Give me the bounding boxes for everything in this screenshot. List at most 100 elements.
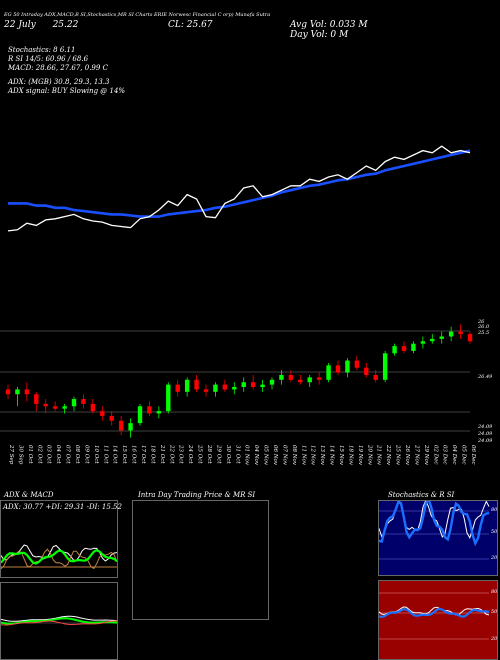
adx-text: ADX: (MGB) 30.8, 29.3, 13.3 [8,78,110,86]
stoch-panel-title: Stochastics & R SI [388,491,455,499]
x-date-label: 14 Oct [112,445,118,464]
candles [5,324,473,438]
x-date-label: 21 Oct [159,444,165,464]
x-date-label: 05 Dec [461,445,467,465]
candle-body [184,379,190,392]
candle-body [364,367,369,375]
candle-body [269,379,275,385]
candle-body [241,382,246,388]
candle-body [52,406,58,409]
x-date-label: 28 Oct [206,444,212,464]
x-date-label: 25 Oct [197,444,203,464]
x-date-label: 06 Dec [470,445,476,465]
stoch-tick-80: 80 [491,507,498,513]
x-date-label: 02 Oct [36,445,42,464]
x-date-label: 26 Nov [404,444,410,466]
candle-body [43,403,48,407]
candle-body [316,377,322,380]
candle-body [307,377,312,383]
x-date-label: 11 Nov [300,445,306,466]
rsi-tick-80: 80 [491,589,498,595]
adx-green-line [1,548,117,565]
macd-white-line [1,615,117,622]
candle-body [5,389,11,395]
price-label-1: 26 [478,319,485,325]
x-date-label: 08 Nov [291,445,297,466]
x-date-label: 14 Nov [329,445,335,466]
adx-signal-text: ADX signal: BUY Slowing @ 14% [8,87,126,95]
candle-body [213,384,218,392]
candle-body [90,403,96,412]
adx-lines [1,544,117,570]
candle-body [279,374,284,380]
x-date-label: 15 Nov [338,445,344,466]
x-date-label: 25 Nov [395,444,401,466]
price-label-7: 24.09 [478,438,493,444]
macd-text: MACD: 28.66, 27.67, 0.99 C [8,64,108,72]
candle-body [335,365,341,373]
macd-lines [1,615,117,626]
x-date-label: 18 Nov [347,445,353,466]
stoch-panel: 80 50 20 [378,500,498,576]
candle-body [326,365,331,380]
x-date-label: 12 Nov [310,445,316,466]
x-date-label: 01 Oct [27,445,33,464]
x-date-label: 03 Dec [442,445,448,465]
stoch-lines [379,501,490,560]
candle-body [156,411,162,414]
day-vol: Day Vol: 0 M [290,30,349,40]
x-date-label: 27 Sep [8,444,14,465]
x-date-label: 22 Oct [168,444,174,464]
candle-body [109,415,114,421]
candle-body [222,384,228,390]
x-date-label: 19 Nov [357,445,363,466]
candle-body [467,334,473,342]
candle-body [382,353,388,380]
x-date-label: 30 Oct [225,445,231,464]
rsi-white-line [379,606,490,616]
line-panel [7,145,471,232]
x-date-label: 22 Nov [385,444,391,466]
rsi-text: R SI 14/5: 60.96 / 68.6 [8,55,89,63]
candle-body [118,420,124,431]
candle-body [81,399,86,404]
mrsi-panel-title: Intra Day Trading Price & MR SI [138,491,256,499]
price-label-5: 24.09 [478,424,493,430]
x-date-label: 08 Oct [74,445,80,464]
price-label-4: 26.49 [478,374,493,380]
x-date-label: 04 Dec [451,445,457,465]
candle-body [15,389,20,395]
candle-body [260,384,265,388]
stoch-tick-50: 50 [491,529,498,535]
x-date-label: 10 Oct [93,445,99,464]
stoch-tick-20: 20 [491,555,498,561]
x-date-label: 05 Nov [263,445,269,466]
date-label-text: 22 July [4,20,36,30]
x-date-label: 09 Oct [83,445,89,464]
x-axis-labels: 27 Sep 30 Sep 01 Oct 02 Oct 03 Oct 04 Oct 07 O… [8,444,476,466]
header-line: EG 50 Intraday ADX,MACD,B SI,Stochastics… [4,12,271,18]
x-date-label: 04 Oct [55,445,61,464]
stoch-blue-line [379,501,490,547]
avg-vol: Avg Vol: 0.033 M [290,20,368,30]
rsi-panel: 80 50 20 [378,580,498,660]
stoch-text: Stochastics: 8 6.11 [8,46,76,54]
rsi-tick-20: 20 [491,636,498,642]
adx-panel-title: ADX & MACD [4,491,54,499]
candle-body [62,406,67,409]
rsi-lines [379,592,490,640]
candle-body [100,411,105,416]
price-label-2: 26.0 [478,324,490,330]
candle-body [401,346,407,351]
x-date-label: 20 Nov [366,444,372,466]
price-line [7,145,471,232]
x-date-label: 03 Oct [46,445,52,464]
candle-body [298,379,303,383]
candle-body [354,360,360,368]
candle-body [345,360,350,373]
x-date-label: 31 Oct [234,445,240,464]
x-date-label: 29 Nov [423,444,429,466]
x-date-label: 15 Oct [121,445,127,464]
candle-body [232,387,237,390]
x-date-label: 02 Dec [432,445,438,465]
